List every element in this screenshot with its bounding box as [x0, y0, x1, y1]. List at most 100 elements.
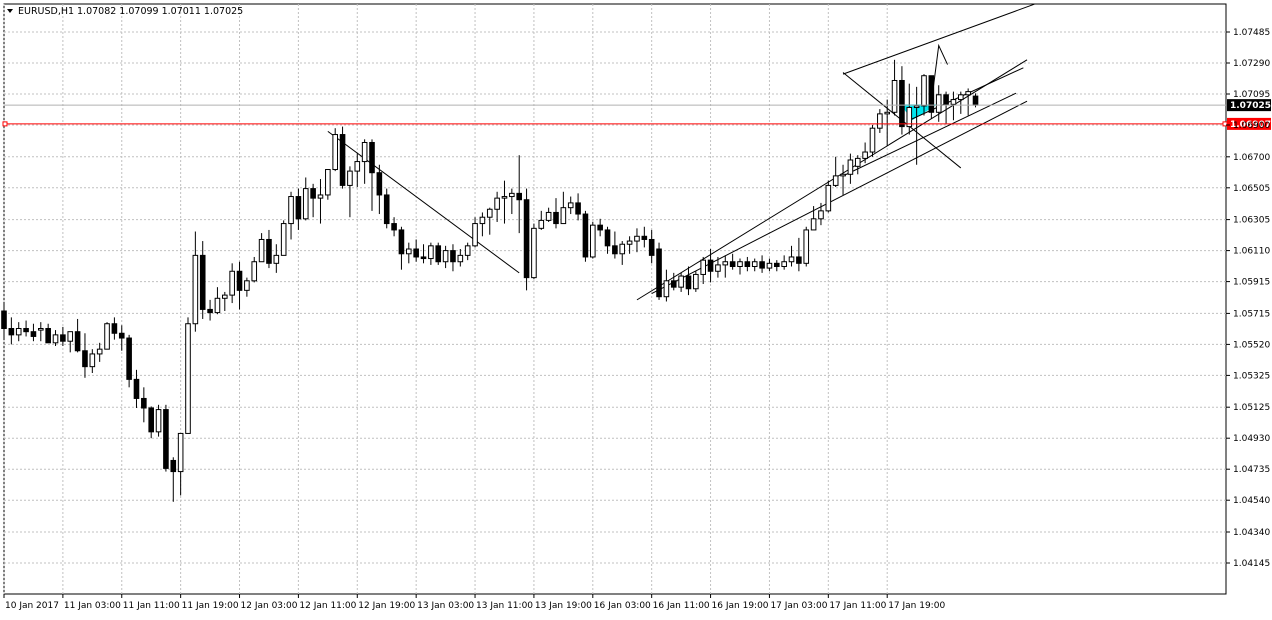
candle: [486, 207, 493, 235]
candle: [612, 231, 618, 259]
candle: [406, 242, 412, 264]
candle-body: [74, 331, 81, 352]
candle: [420, 244, 427, 264]
candle-body: [332, 134, 338, 171]
candle: [15, 322, 22, 342]
candle-body: [280, 223, 287, 256]
time-tick-label: 11 Jan 11:00: [123, 601, 180, 611]
candle-body: [23, 328, 29, 333]
candle-body: [192, 254, 199, 325]
candle-body: [810, 218, 817, 231]
candle-body: [442, 250, 449, 263]
price-tick-label: 1.07485: [1233, 28, 1270, 38]
candle: [869, 125, 876, 157]
candle: [45, 323, 51, 344]
candle: [825, 180, 832, 213]
candle-body: [545, 211, 552, 221]
candle-body: [707, 259, 714, 272]
candle-body: [943, 94, 949, 105]
candle-body: [781, 261, 787, 267]
candle-body: [774, 262, 780, 267]
candle-body: [619, 243, 626, 255]
candle-body: [604, 229, 611, 247]
candle: [553, 198, 559, 229]
trendline: [842, 3, 1035, 75]
candle-body: [266, 238, 272, 264]
candle-body: [464, 245, 471, 256]
candle: [707, 249, 714, 283]
candle: [163, 404, 169, 472]
candle: [310, 183, 316, 218]
candle: [590, 221, 596, 259]
candle-body: [45, 328, 51, 344]
candle: [854, 155, 861, 175]
candle: [457, 249, 464, 267]
candle-body: [612, 245, 618, 255]
candle: [751, 258, 758, 272]
candle-body: [104, 323, 110, 350]
price-tick-label: 1.05520: [1233, 340, 1270, 350]
candle: [545, 207, 552, 222]
candle-body: [251, 261, 258, 282]
candle-body: [118, 332, 125, 339]
time-tick-label: 11 Jan 03:00: [64, 601, 121, 611]
price-levels: 1.07025 1.06907: [2, 99, 1271, 130]
candle-body: [634, 235, 640, 242]
candle-body: [972, 95, 979, 106]
candle: [288, 191, 294, 240]
candle: [332, 128, 338, 172]
candle: [199, 241, 206, 319]
candle-body: [950, 99, 957, 105]
candle: [177, 432, 184, 496]
candle-body: [347, 170, 353, 186]
candle-body: [538, 219, 545, 229]
candle-body: [391, 223, 397, 231]
candle-body: [199, 254, 206, 310]
candle-body: [575, 202, 581, 215]
candle: [685, 266, 692, 296]
time-tick-label: 17 Jan 03:00: [770, 601, 827, 611]
candle-body: [302, 188, 309, 220]
candle-body: [82, 350, 88, 368]
candle: [170, 457, 177, 502]
candle: [435, 242, 442, 265]
candle: [104, 322, 110, 350]
candle: [317, 179, 324, 224]
triangle-down-icon[interactable]: [7, 9, 13, 13]
candle: [494, 191, 500, 222]
candle: [501, 180, 508, 224]
candle: [38, 322, 44, 342]
candle: [744, 256, 751, 272]
candle: [251, 256, 258, 283]
candle-body: [214, 297, 221, 314]
candle: [788, 245, 795, 267]
plot-frame: [3, 3, 1227, 595]
candle: [796, 237, 802, 272]
candle-body: [567, 202, 574, 209]
candle: [670, 272, 677, 291]
candle: [597, 218, 603, 237]
candle-body: [877, 113, 883, 129]
candle: [715, 256, 721, 278]
candle: [950, 91, 957, 121]
candle-body: [148, 407, 154, 433]
candle: [141, 387, 147, 423]
ohlc-readout: 1.07082 1.07099 1.07011 1.07025: [77, 6, 243, 17]
candle-body: [236, 270, 243, 291]
price-tick-label: 1.04340: [1233, 528, 1270, 538]
candle-body: [52, 334, 59, 344]
candle: [413, 239, 419, 262]
candle: [575, 193, 581, 221]
price-tick-label: 1.04145: [1233, 559, 1270, 569]
candle: [229, 263, 235, 304]
candle-body: [965, 91, 971, 96]
candle: [302, 177, 309, 221]
candle: [273, 244, 280, 273]
candle: [656, 242, 662, 300]
candle-body: [229, 270, 235, 296]
candle-body: [435, 245, 442, 263]
candle-body: [751, 261, 758, 267]
alert-handle-left: [2, 121, 8, 127]
candle-body: [759, 261, 765, 269]
